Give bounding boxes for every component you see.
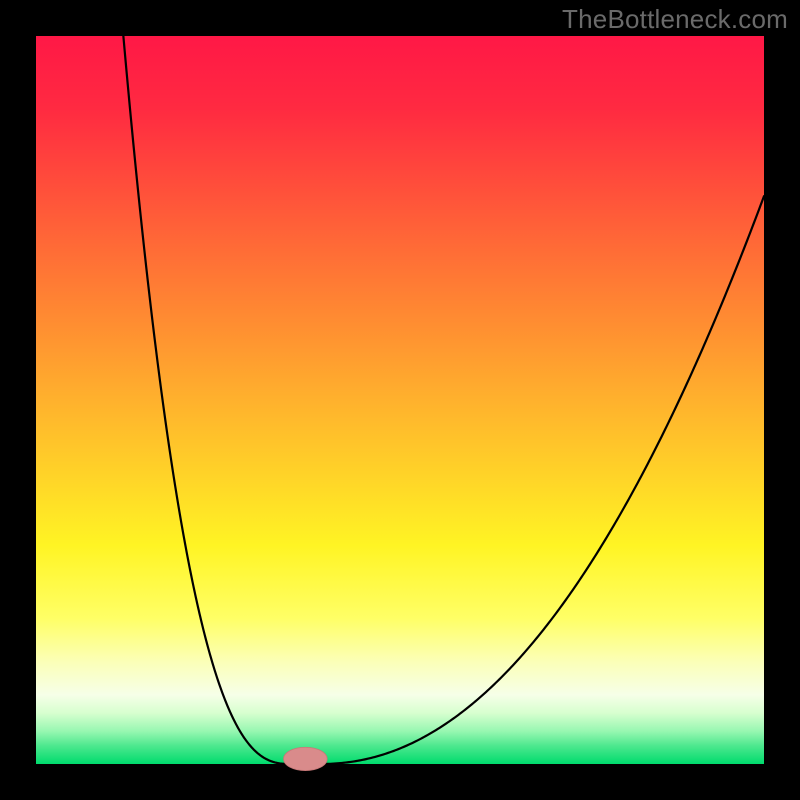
watermark-text: TheBottleneck.com <box>562 4 788 35</box>
chart-svg <box>0 0 800 800</box>
optimum-marker <box>284 747 328 770</box>
plot-area <box>36 36 764 764</box>
bottleneck-chart: TheBottleneck.com <box>0 0 800 800</box>
